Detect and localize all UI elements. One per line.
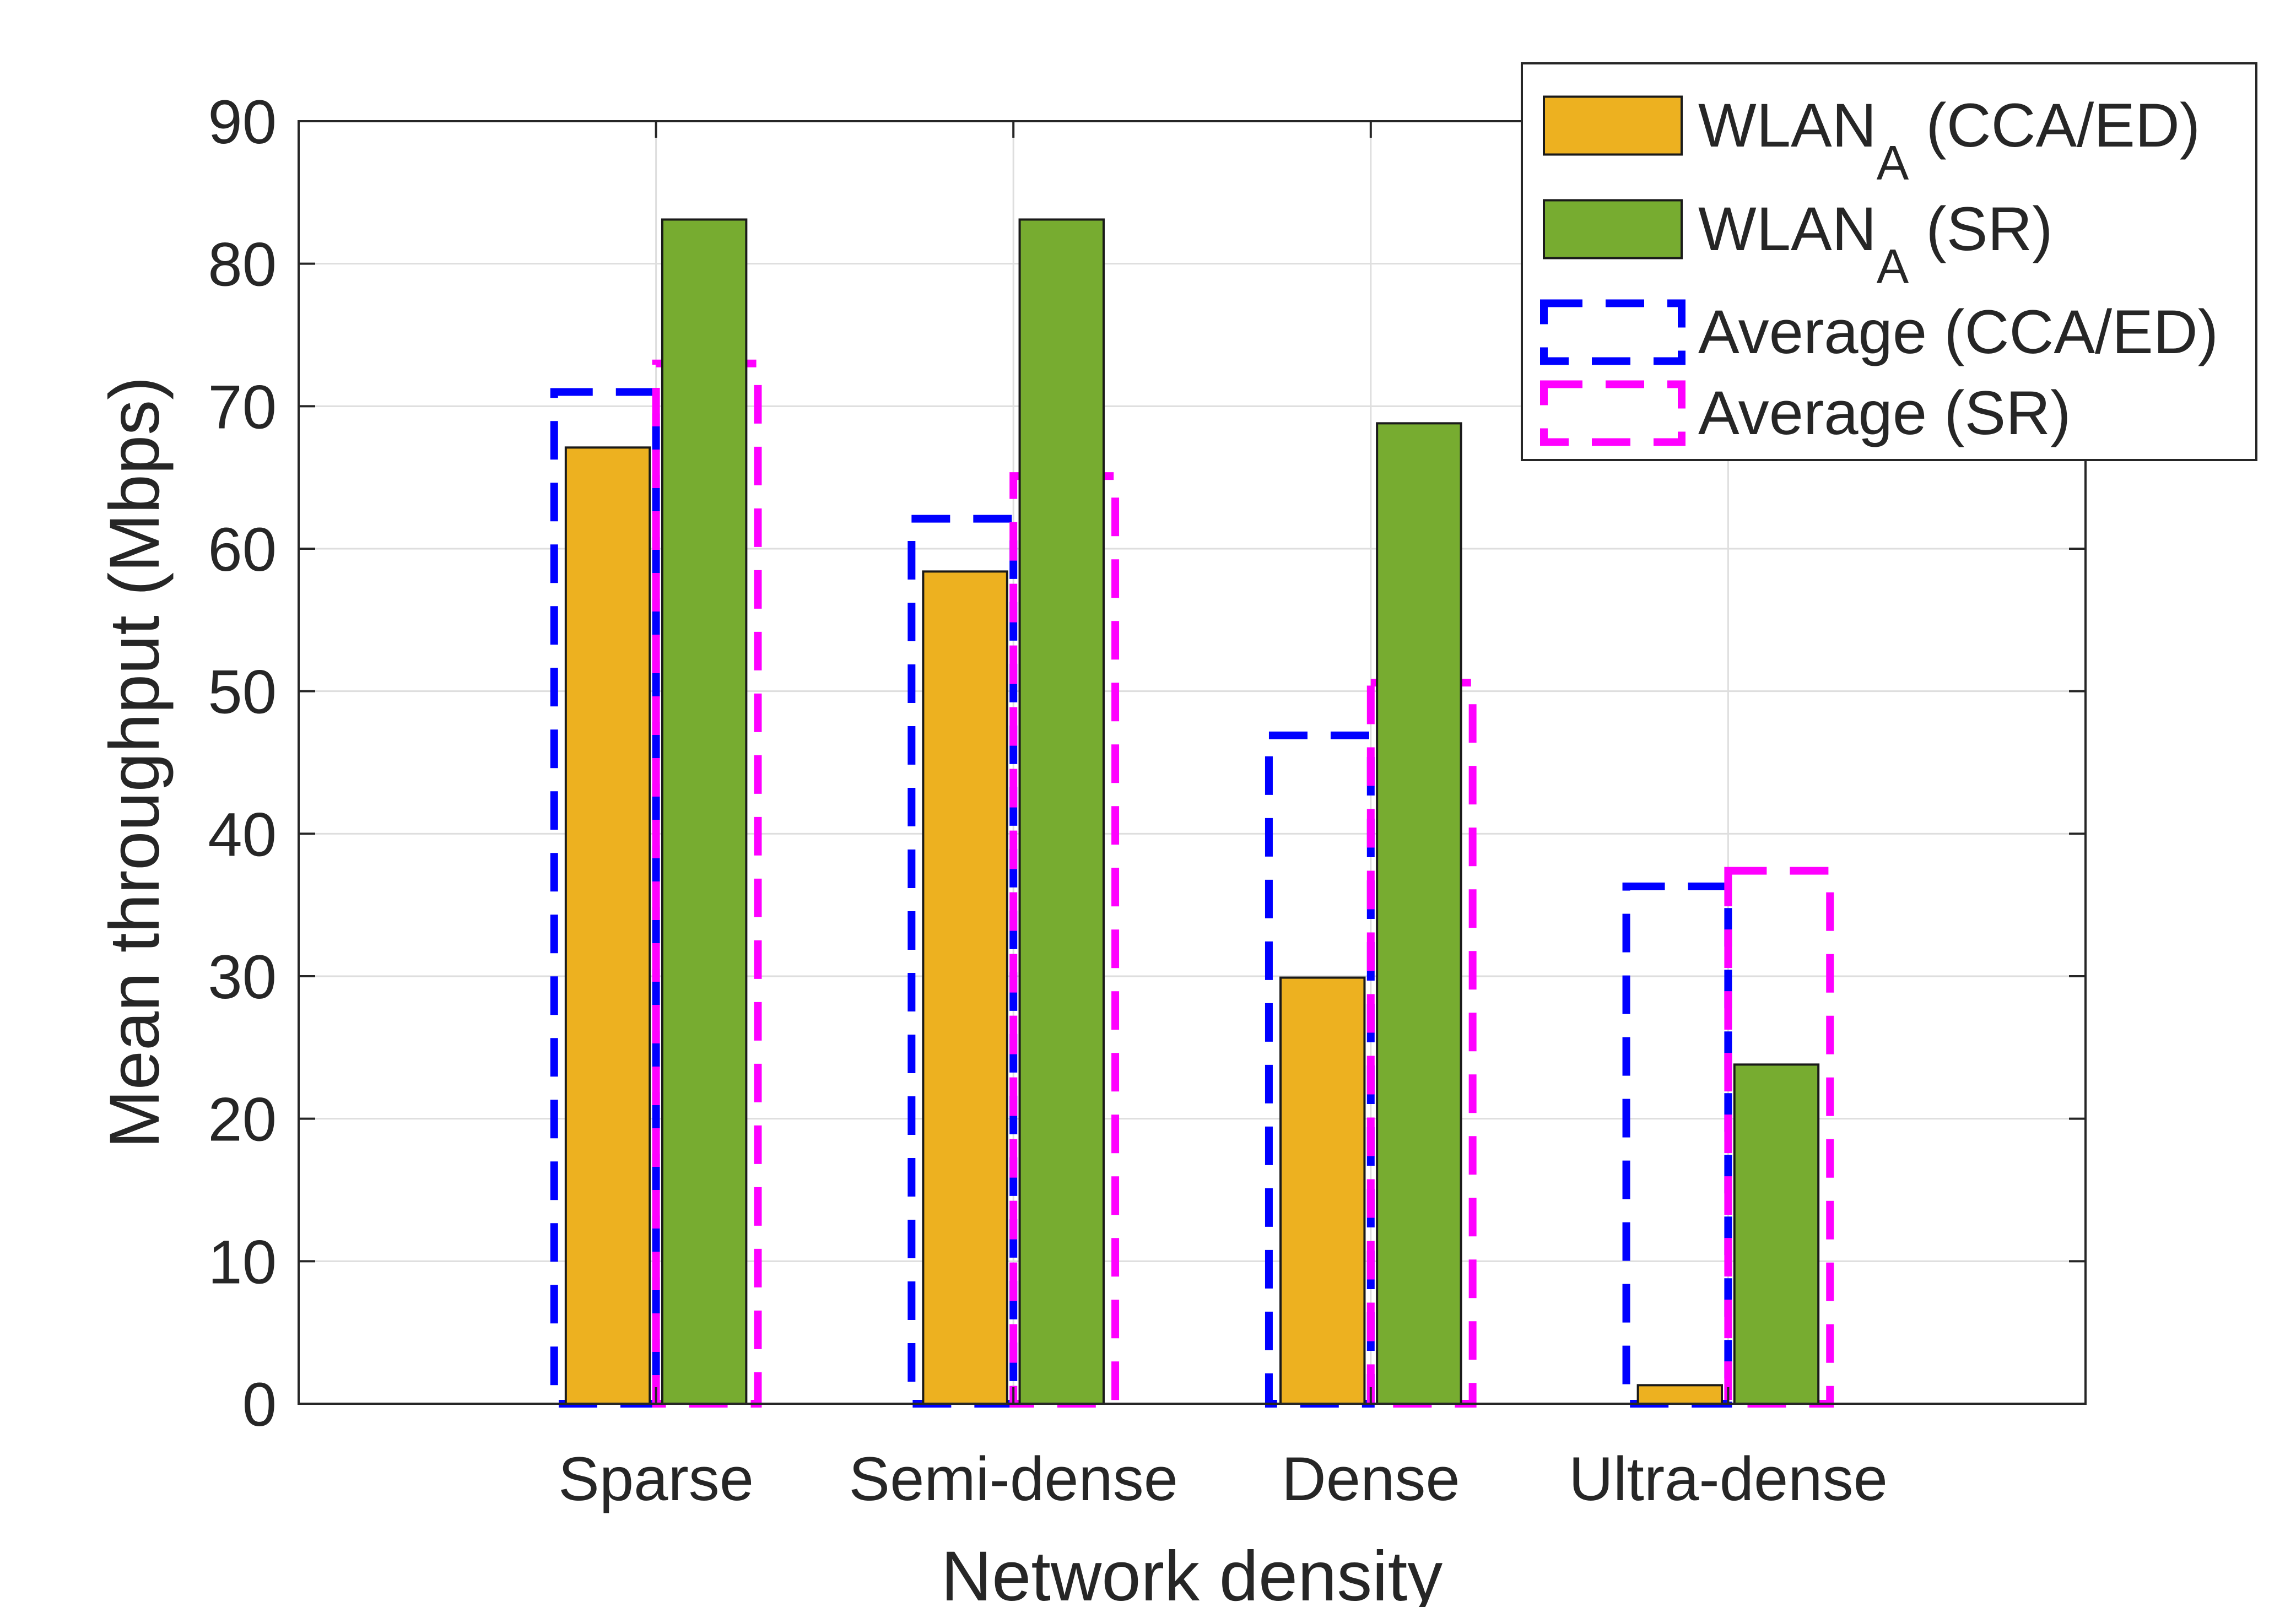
- bar-wlan-a-sr: [1376, 422, 1462, 1405]
- x-tick-label: Sparse: [558, 1444, 754, 1513]
- x-tick-labels: Sparse Semi-dense Dense Ultra-dense: [558, 1444, 1888, 1513]
- bar-wlan-a-sr: [1018, 218, 1105, 1405]
- legend-swatch: [1543, 199, 1683, 259]
- legend-swatch: [1543, 95, 1683, 156]
- legend: WLANA (CCA/ED)WLANA (SR)Average (CCA/ED)…: [1521, 62, 2257, 461]
- y-tick-label: 10: [208, 1227, 277, 1296]
- y-axis-label: Mean throughput (Mbps): [95, 376, 174, 1149]
- bar-wlan-a-sr: [661, 218, 748, 1405]
- legend-label: Average (SR): [1698, 378, 2071, 447]
- bar-wlan-a-cca-ed: [1279, 976, 1366, 1405]
- plot-frame: [298, 120, 2087, 1405]
- y-tick-label: 60: [208, 515, 277, 584]
- y-tick-label: 90: [208, 88, 277, 156]
- x-tick-label: Semi-dense: [849, 1444, 1178, 1513]
- legend-label: WLANA (CCA/ED): [1698, 91, 2200, 190]
- y-tick-label: 20: [208, 1085, 277, 1154]
- bar-wlan-a-cca-ed: [1636, 1384, 1724, 1405]
- y-tick-label: 80: [208, 230, 277, 299]
- y-tick-label: 70: [208, 372, 277, 441]
- legend-swatch: [1540, 380, 1685, 446]
- y-tick-label: 50: [208, 658, 277, 727]
- x-axis-label: Network density: [941, 1537, 1443, 1607]
- bar-wlan-a-cca-ed: [564, 446, 651, 1405]
- x-tick-label: Ultra-dense: [1569, 1444, 1888, 1513]
- y-tick-label: 30: [208, 943, 277, 1011]
- x-tick-label: Dense: [1282, 1444, 1460, 1513]
- legend-label: Average (CCA/ED): [1698, 297, 2218, 366]
- bar-wlan-a-cca-ed: [922, 570, 1008, 1405]
- legend-swatch: [1540, 299, 1685, 365]
- y-tick-label: 0: [242, 1370, 277, 1439]
- legend-label: WLANA (SR): [1698, 194, 2053, 294]
- y-tick-label: 40: [208, 800, 277, 869]
- bar-wlan-a-sr: [1733, 1063, 1820, 1405]
- bars: [550, 218, 1834, 1408]
- y-tick-labels: 0 10 20 30 40 50 60 70 80 90: [208, 88, 277, 1439]
